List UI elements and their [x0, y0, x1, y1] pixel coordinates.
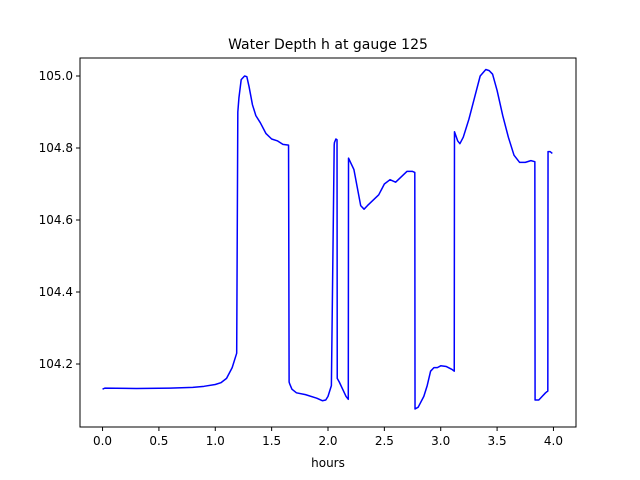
x-tick-label: 0.0: [93, 434, 112, 448]
y-axis-ticks: 104.2 104.4 104.6 104.8 105.0: [39, 69, 80, 371]
x-tick-label: 3.5: [488, 434, 507, 448]
y-tick-label: 104.2: [39, 357, 73, 371]
x-axis-ticks: 0.0 0.5 1.0 1.5 2.0 2.5 3.0 3.5 4.0: [93, 427, 563, 448]
x-tick-label: 1.5: [262, 434, 281, 448]
plot-background: [80, 58, 576, 427]
x-tick-label: 4.0: [544, 434, 563, 448]
x-tick-label: 1.0: [206, 434, 225, 448]
x-tick-label: 2.0: [318, 434, 337, 448]
y-tick-label: 104.8: [39, 141, 73, 155]
y-tick-label: 105.0: [39, 69, 73, 83]
chart-title: Water Depth h at gauge 125: [228, 37, 428, 53]
y-tick-label: 104.4: [39, 285, 73, 299]
series-line: [102, 68, 553, 410]
x-tick-label: 2.5: [375, 434, 394, 448]
x-axis-label: hours: [311, 456, 345, 470]
y-tick-label: 104.6: [39, 213, 73, 227]
x-tick-label: 0.5: [149, 434, 168, 448]
x-tick-label: 3.0: [431, 434, 450, 448]
plot-area: [79, 57, 577, 428]
